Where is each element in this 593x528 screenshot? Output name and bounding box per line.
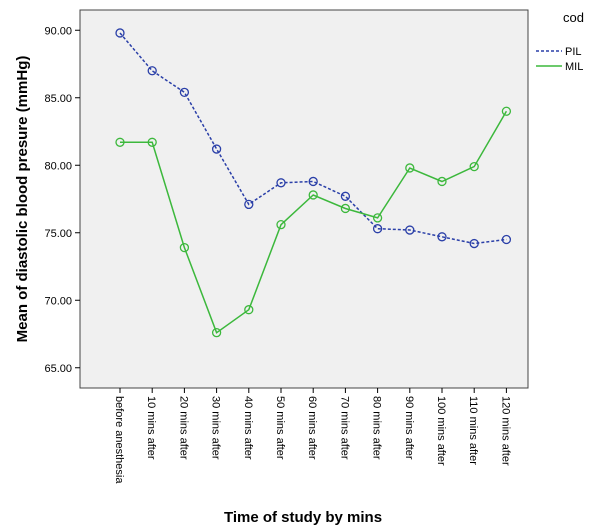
data-point-mil [244, 305, 254, 315]
data-point-pil [211, 144, 222, 154]
data-point-pil [340, 191, 351, 201]
y-axis: 65.00 70.00 75.00 80.00 85.00 90.00 [44, 25, 80, 375]
data-point-mil [405, 163, 415, 173]
y-tick-label: 80.00 [44, 160, 72, 172]
data-point-mil [276, 219, 286, 230]
data-point-pil [405, 225, 415, 235]
x-tick-label: 100 mins after [435, 396, 447, 466]
data-point-mil [179, 242, 190, 253]
y-tick-label: 70.00 [44, 295, 72, 307]
x-tick-label: 120 mins after [499, 396, 511, 466]
data-point-mil [437, 176, 447, 187]
y-tick-label: 65.00 [44, 363, 72, 375]
data-point-pil [308, 176, 318, 187]
x-axis: before anesthesia 10 mins after 20 mins af… [113, 388, 511, 484]
legend-label-mil: MIL [565, 61, 583, 73]
x-tick-label: 90 mins after [403, 396, 415, 460]
series-line-mil [120, 110, 508, 334]
data-point-mil [308, 190, 318, 200]
legend-label-pil: PIL [565, 46, 582, 58]
legend: cod PIL MIL [536, 10, 584, 73]
x-tick-label: 20 mins after [177, 396, 189, 460]
data-point-pil [115, 28, 125, 38]
x-tick-label: 10 mins after [145, 396, 157, 460]
data-point-mil [469, 161, 479, 172]
data-point-pil [501, 234, 512, 245]
data-point-pil [179, 87, 190, 97]
x-axis-title: Time of study by mins [224, 509, 382, 526]
data-point-mil [340, 203, 351, 214]
data-point-mil [211, 327, 222, 338]
data-point-mil [115, 137, 125, 147]
x-tick-label: 60 mins after [306, 396, 318, 460]
data-point-pil [437, 232, 447, 242]
x-tick-label: 30 mins after [210, 396, 222, 460]
x-tick-label: 50 mins after [274, 396, 286, 460]
legend-title: cod [563, 10, 584, 25]
y-tick-label: 90.00 [44, 25, 72, 37]
data-point-mil [501, 106, 512, 116]
series-layer [115, 28, 512, 338]
data-point-pil [372, 224, 383, 234]
data-point-pil [469, 238, 479, 249]
y-axis-title: Mean of diastolic blood presure (mmHg) [14, 56, 31, 343]
x-tick-label: before anesthesia [113, 396, 125, 484]
data-point-pil [147, 66, 157, 76]
data-point-mil [372, 213, 383, 223]
x-tick-label: 110 mins after [467, 396, 479, 465]
x-tick-label: 80 mins after [371, 396, 383, 460]
data-point-pil [244, 199, 254, 210]
data-point-pil [276, 178, 286, 188]
plot-area [79, 9, 529, 389]
data-point-mil [147, 137, 157, 147]
y-tick-label: 85.00 [44, 93, 72, 105]
x-tick-label: 70 mins after [338, 396, 350, 460]
y-tick-label: 75.00 [44, 228, 72, 240]
x-tick-label: 40 mins after [242, 396, 254, 460]
